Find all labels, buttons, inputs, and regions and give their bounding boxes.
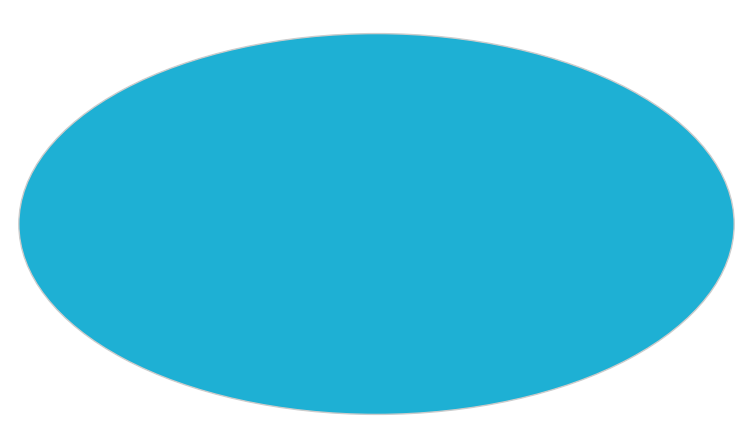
- Ellipse shape: [19, 34, 734, 414]
